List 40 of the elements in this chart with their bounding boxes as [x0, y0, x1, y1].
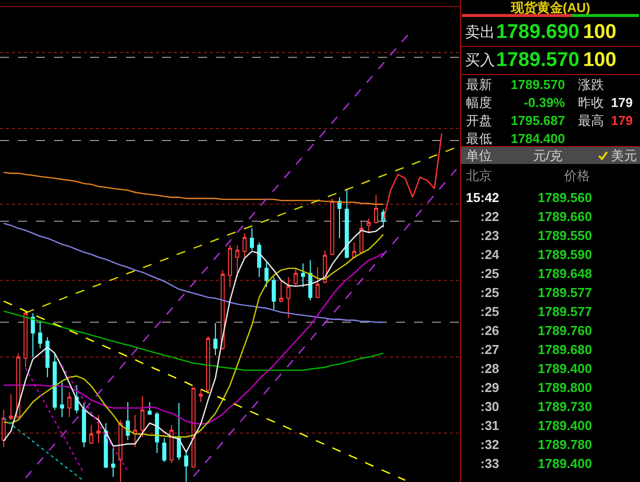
- text: :25 1789.577: [480, 285, 592, 300]
- text: -0.39%: [524, 95, 565, 110]
- text: 单位: [466, 148, 492, 163]
- text: :29 1789.800: [480, 380, 592, 395]
- text: 最新: [466, 77, 492, 92]
- text: 元/克: [533, 148, 563, 163]
- text: 卖出: [465, 24, 495, 41]
- text: 最低: [466, 131, 492, 146]
- text: 1789.570: [496, 49, 580, 71]
- text: 1789.570: [510, 77, 565, 92]
- text: :25 1789.577: [480, 304, 592, 319]
- text: 179: [611, 95, 633, 110]
- text: :32 1789.780: [480, 437, 592, 452]
- text: 幅度: [466, 95, 492, 110]
- text: :24 1789.590: [480, 247, 592, 262]
- text: 100: [583, 49, 616, 71]
- text: :27 1789.680: [480, 342, 592, 357]
- text: :26 1789.760: [480, 323, 592, 338]
- text: :25 1789.648: [480, 266, 592, 281]
- text: :31 1789.400: [480, 418, 592, 433]
- text: 开盘: [466, 113, 492, 128]
- text: :33 1789.400: [480, 456, 592, 471]
- text: :28 1789.400: [480, 361, 592, 376]
- text: :30 1789.730: [480, 399, 592, 414]
- text: 100: [583, 21, 616, 43]
- text: 涨跌: [578, 77, 604, 92]
- text: 价格: [564, 168, 590, 183]
- text: 最高: [578, 113, 604, 128]
- text: 昨收: [578, 95, 604, 110]
- text: 现货黄金(AU): [510, 0, 592, 15]
- text: 1789.690: [496, 21, 580, 43]
- text: :22 1789.660: [480, 209, 592, 224]
- text: 北京: [466, 168, 492, 183]
- text: 179: [611, 113, 633, 128]
- text: 15:42 1789.560: [466, 190, 592, 205]
- text: 美元: [611, 148, 637, 163]
- text: 1795.687: [510, 113, 565, 128]
- text: :23 1789.550: [480, 228, 592, 243]
- text: 1784.400: [510, 131, 565, 146]
- text: 买入: [465, 52, 495, 69]
